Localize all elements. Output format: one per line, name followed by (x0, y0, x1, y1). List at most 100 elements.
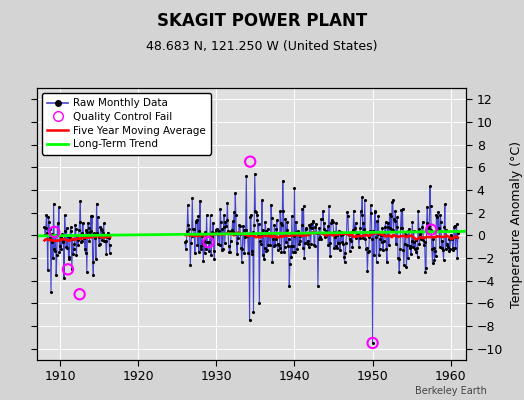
Point (199, 240, 207, 246)
Point (446, 231, 455, 238)
Point (214, 231, 223, 237)
Point (89, 272, 97, 278)
Point (237, 258, 246, 265)
Point (382, 246, 390, 252)
Point (54, 204, 63, 210)
Point (322, 228, 330, 234)
Point (91, 232, 100, 238)
Point (62, 244, 70, 250)
Point (232, 212, 240, 218)
Point (351, 225, 359, 231)
Point (211, 230, 219, 236)
Point (246, 158, 254, 165)
Point (449, 245, 457, 251)
Point (232, 240, 241, 247)
Point (80, 235, 89, 242)
Point (450, 224, 458, 230)
Point (263, 248, 271, 254)
Point (258, 197, 266, 203)
Point (278, 222, 286, 228)
Point (64, 266, 72, 272)
Point (344, 213, 352, 220)
Point (399, 246, 407, 253)
Point (315, 233, 324, 240)
Point (225, 248, 234, 255)
Y-axis label: Temperature Anomaly (°C): Temperature Anomaly (°C) (510, 140, 523, 308)
Point (296, 233, 304, 240)
Point (282, 239, 290, 245)
Point (197, 242, 205, 249)
Point (306, 224, 314, 230)
Point (40, 224, 49, 231)
Point (49, 200, 58, 207)
Point (452, 234, 460, 240)
Point (223, 199, 232, 206)
Point (194, 213, 202, 220)
Point (84, 225, 93, 231)
Point (373, 218, 381, 224)
Point (237, 245, 245, 251)
Point (189, 226, 198, 232)
Point (210, 248, 218, 254)
Point (202, 246, 210, 252)
Point (205, 248, 213, 255)
Point (368, 236, 376, 242)
Point (414, 208, 422, 214)
Point (452, 221, 461, 228)
Point (355, 235, 364, 241)
Point (100, 238, 108, 244)
Point (287, 254, 296, 260)
Point (354, 230, 363, 237)
Point (360, 226, 368, 232)
Point (344, 230, 353, 236)
Point (216, 206, 224, 212)
Point (221, 240, 229, 246)
Point (404, 228, 412, 234)
Point (443, 241, 451, 247)
Point (226, 238, 235, 244)
Point (79, 220, 87, 226)
Point (68, 266, 76, 272)
Point (51, 248, 59, 254)
Point (71, 222, 79, 228)
Point (329, 219, 337, 226)
Point (434, 208, 443, 215)
Point (204, 239, 213, 245)
Point (259, 226, 267, 233)
Point (210, 256, 219, 263)
Point (413, 254, 422, 260)
Point (233, 250, 242, 257)
Point (290, 233, 298, 239)
Point (274, 241, 282, 247)
Point (304, 243, 313, 250)
Point (361, 197, 369, 204)
Point (341, 259, 349, 266)
Point (293, 228, 302, 235)
Point (244, 232, 252, 238)
Point (398, 225, 406, 231)
Point (298, 205, 307, 212)
Point (385, 242, 393, 248)
Point (96, 223, 105, 230)
Point (313, 230, 321, 236)
Point (435, 244, 444, 250)
Point (256, 238, 264, 244)
Point (226, 249, 234, 255)
Point (331, 234, 339, 241)
Point (350, 208, 358, 214)
Point (260, 256, 268, 262)
Point (453, 255, 462, 261)
Point (65, 254, 73, 260)
Point (83, 229, 92, 235)
Point (419, 237, 428, 243)
Point (85, 238, 94, 244)
Point (432, 212, 441, 218)
Point (400, 240, 409, 247)
Point (244, 250, 253, 256)
Point (332, 220, 341, 226)
Point (79, 235, 88, 241)
Point (64, 233, 72, 239)
Point (66, 235, 74, 242)
Point (43, 267, 52, 274)
Point (411, 246, 419, 252)
